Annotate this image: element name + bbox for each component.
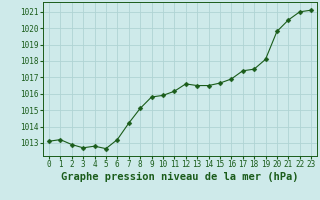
X-axis label: Graphe pression niveau de la mer (hPa): Graphe pression niveau de la mer (hPa) [61, 172, 299, 182]
